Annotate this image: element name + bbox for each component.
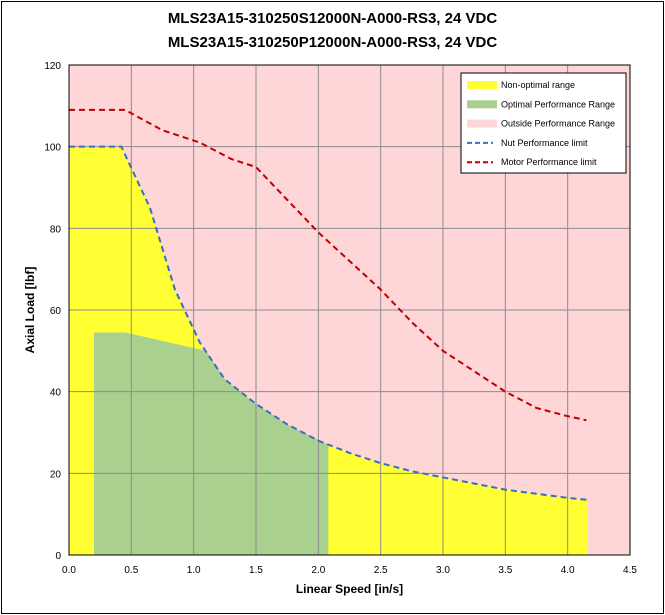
chart-title-line-2: MLS23A15-310250P12000N-A000-RS3, 24 VDC [167, 34, 498, 51]
y-tick-label: 100 [44, 143, 61, 154]
y-tick-label: 80 [50, 224, 62, 235]
legend-entry: Motor Performance limit [467, 157, 597, 167]
legend-label: Motor Performance limit [501, 157, 597, 167]
legend-label: Non-optimal range [501, 80, 575, 90]
y-tick-label: 20 [50, 469, 62, 480]
legend-swatch [467, 100, 497, 109]
x-tick-label: 0.5 [124, 565, 138, 576]
legend-label: Nut Performance limit [501, 138, 588, 148]
y-tick-label: 40 [50, 388, 62, 399]
line-nut-performance-limit [69, 145, 588, 501]
x-tick-label: 4.0 [561, 565, 575, 576]
x-axis-label: Linear Speed [in/s] [296, 582, 403, 596]
legend-label: Outside Performance Range [501, 119, 615, 129]
x-tick-label: 3.5 [498, 565, 512, 576]
y-tick-label: 120 [44, 61, 61, 72]
chart-title-line-1: MLS23A15-310250S12000N-A000-RS3, 24 VDC [167, 10, 498, 27]
legend-label: Optimal Performance Range [501, 99, 615, 109]
x-tick-label: 1.5 [249, 565, 263, 576]
legend-entry: Non-optimal range [467, 80, 575, 90]
y-tick-label: 60 [50, 306, 62, 317]
legend-swatch [467, 119, 497, 128]
x-tick-label: 1.0 [187, 565, 201, 576]
y-axis-label: Axial Load [lbf] [23, 267, 37, 354]
x-tick-label: 2.0 [311, 565, 325, 576]
plot-area-border [68, 64, 631, 556]
area-optimal-performance-range [93, 332, 329, 555]
x-tick-label: 2.5 [374, 565, 388, 576]
legend: Non-optimal range Optimal Performance Ran… [460, 72, 627, 174]
legend-entry: Nut Performance limit [467, 138, 588, 148]
x-tick-label: 4.5 [623, 565, 637, 576]
legend-entry: Outside Performance Range [467, 119, 615, 129]
legend-swatch [467, 81, 497, 89]
x-tick-label: 3.0 [436, 565, 450, 576]
line-motor-performance-limit [69, 108, 587, 422]
x-tick-label: 0.0 [62, 565, 76, 576]
legend-entry: Optimal Performance Range [467, 99, 615, 109]
y-tick-label: 0 [55, 551, 61, 562]
